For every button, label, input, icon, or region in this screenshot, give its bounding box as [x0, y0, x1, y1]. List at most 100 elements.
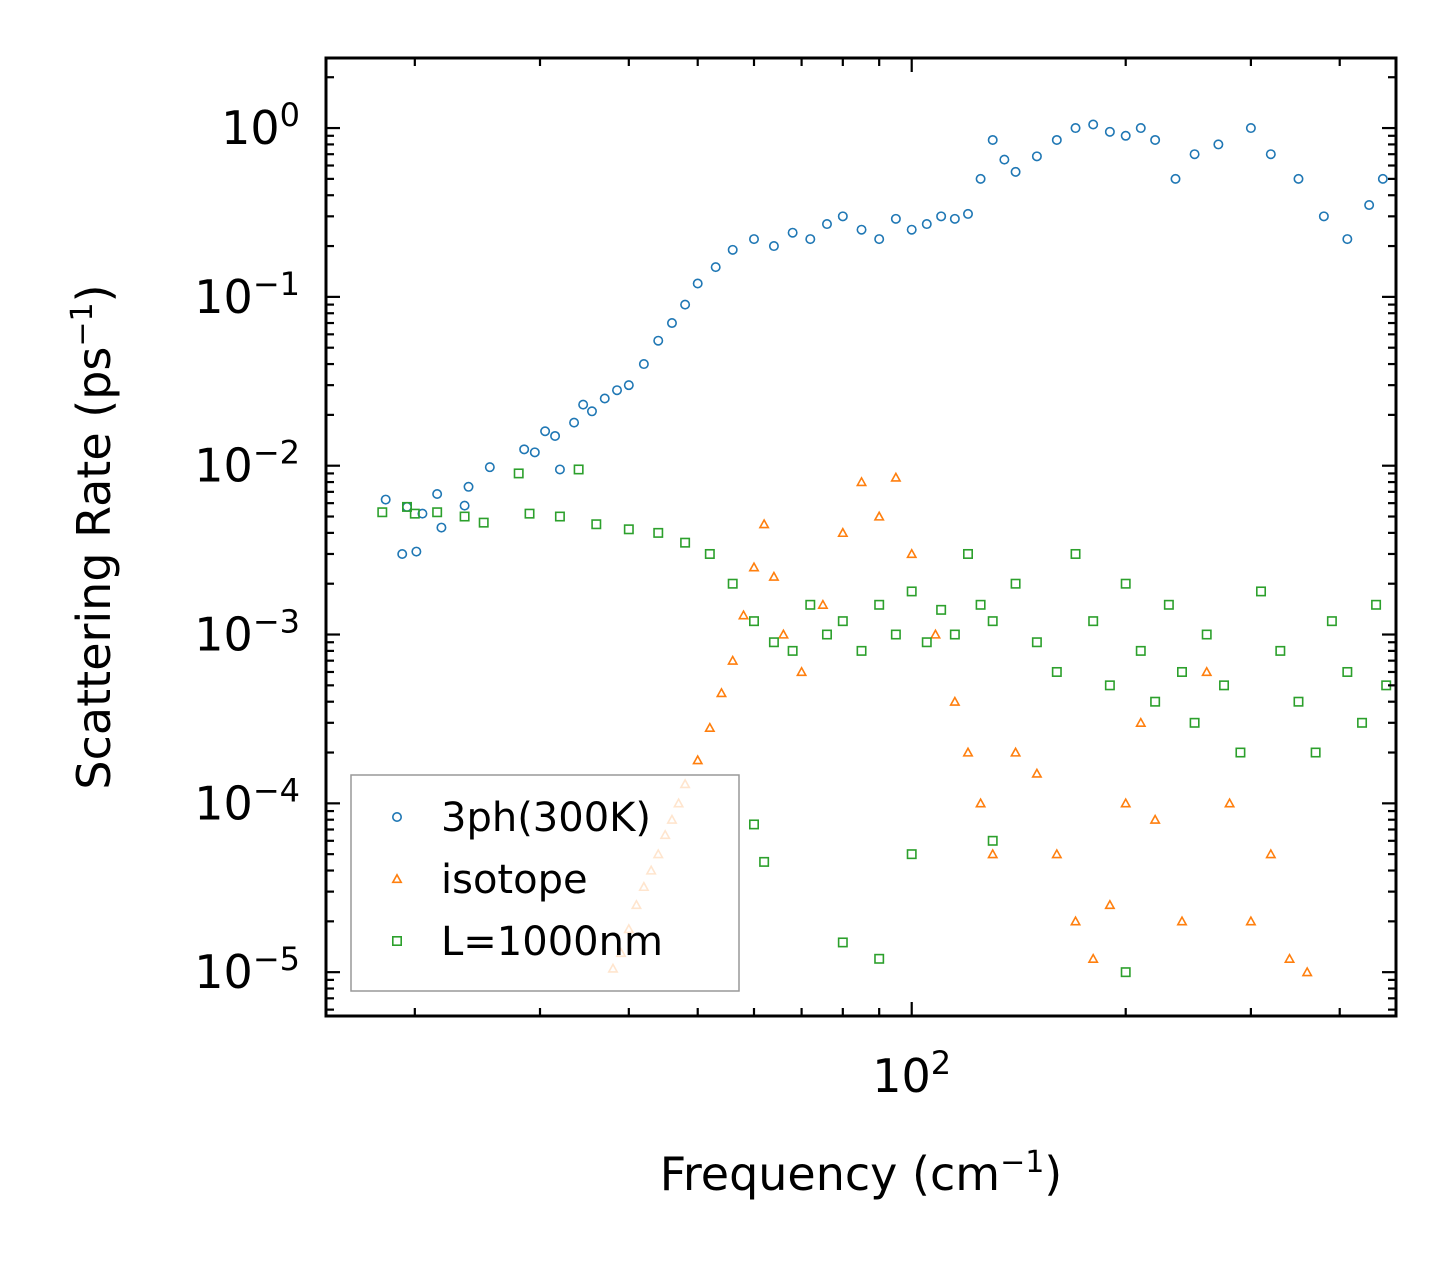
data-point-circle	[890, 213, 901, 224]
data-point-square	[1326, 616, 1337, 627]
data-point-circle	[805, 234, 816, 245]
data-point-square	[987, 835, 998, 846]
data-point-square	[573, 464, 584, 475]
data-point-square	[787, 645, 798, 656]
data-point-circle	[653, 335, 664, 346]
data-point-square	[377, 507, 388, 518]
data-point-square	[1189, 717, 1200, 728]
legend-label: L=1000nm	[441, 919, 663, 965]
data-point-circle	[1088, 119, 1099, 130]
data-point-circle	[1135, 123, 1146, 134]
data-point-circle	[586, 406, 597, 417]
data-point-square	[1177, 666, 1188, 677]
legend-box	[350, 774, 740, 992]
data-point-circle	[821, 219, 832, 230]
data-point-circle	[748, 234, 759, 245]
data-point-square	[409, 508, 420, 519]
data-point-square	[591, 519, 602, 530]
data-point-circle	[1120, 130, 1131, 141]
data-point-square	[1371, 599, 1382, 610]
data-point-triangle	[1031, 767, 1043, 778]
data-point-square	[805, 599, 816, 610]
data-point-circle	[554, 464, 565, 475]
data-point-circle	[569, 417, 580, 428]
data-point-circle	[1104, 126, 1115, 137]
data-point-triangle	[890, 471, 902, 482]
data-point-circle	[599, 393, 610, 404]
data-point-square	[1357, 717, 1368, 728]
data-point-circle	[1170, 173, 1181, 184]
x-tick-label: 102	[872, 1044, 951, 1103]
data-point-square	[680, 537, 691, 548]
data-point-circle	[459, 500, 470, 511]
data-point-circle	[999, 154, 1010, 165]
data-point-square	[1070, 548, 1081, 559]
series-circle	[380, 119, 1388, 559]
y-tick-label: 100	[221, 96, 300, 155]
data-point-triangle	[1224, 797, 1236, 808]
data-point-square	[1104, 680, 1115, 691]
data-point-circle	[1031, 151, 1042, 162]
y-tick-label: 10−2	[194, 434, 300, 493]
data-point-triangle	[777, 628, 789, 639]
data-point-circle	[1364, 200, 1375, 211]
data-point-square	[1120, 967, 1131, 978]
data-point-circle	[874, 234, 885, 245]
data-point-square	[987, 616, 998, 627]
plot-frame	[324, 56, 1398, 1018]
data-point-triangle	[1051, 848, 1063, 859]
data-point-triangle	[1149, 813, 1161, 824]
data-point-square	[856, 645, 867, 656]
data-point-circle	[787, 227, 798, 238]
data-point-circle	[710, 262, 721, 273]
data-point-square	[949, 629, 960, 640]
data-point-circle	[962, 208, 973, 219]
data-point-square	[1051, 666, 1062, 677]
data-point-square	[748, 819, 759, 830]
data-point-triangle	[855, 476, 868, 487]
data-point-circle	[612, 385, 623, 396]
data-point-circle	[380, 494, 391, 505]
legend-label: 3ph(300K)	[441, 795, 651, 841]
data-point-circle	[397, 548, 408, 559]
data-point-square	[748, 616, 759, 627]
y-tick-label: 10−3	[194, 603, 300, 662]
y-tick-label: 10−1	[194, 265, 300, 324]
data-point-circle	[411, 546, 422, 557]
data-point-square	[1088, 616, 1099, 627]
data-point-square	[524, 508, 535, 519]
data-point-square	[821, 629, 832, 640]
data-point-square	[1135, 645, 1146, 656]
data-point-square	[874, 953, 885, 964]
data-point-circle	[949, 213, 960, 224]
data-point-triangle	[906, 548, 918, 559]
data-point-triangle	[975, 797, 987, 808]
data-point-circle	[1010, 166, 1021, 177]
data-point-triangle	[768, 570, 780, 581]
data-point-triangle	[1301, 966, 1313, 977]
data-point-square	[837, 616, 848, 627]
data-point-circle	[856, 224, 867, 235]
data-point-square	[478, 517, 489, 528]
data-point-triangle	[837, 527, 849, 538]
data-point-square	[513, 468, 524, 479]
data-point-circle	[987, 134, 998, 145]
data-point-square	[837, 937, 848, 948]
series-square	[377, 464, 1392, 978]
data-point-square	[1256, 586, 1267, 597]
data-point-circle	[484, 462, 495, 473]
data-point-circle	[1150, 134, 1161, 145]
data-point-circle	[936, 211, 947, 222]
data-point-square	[936, 604, 947, 615]
data-point-circle	[837, 211, 848, 222]
data-point-square	[1163, 599, 1174, 610]
data-point-circle	[436, 522, 447, 533]
data-point-circle	[1318, 211, 1329, 222]
data-point-circle	[1342, 234, 1353, 245]
data-point-square	[906, 586, 917, 597]
data-point-square	[1342, 666, 1353, 677]
data-point-circle	[768, 241, 779, 252]
legend: 3ph(300K) isotope L=1000nm	[350, 774, 740, 992]
data-point-triangle	[692, 754, 704, 765]
